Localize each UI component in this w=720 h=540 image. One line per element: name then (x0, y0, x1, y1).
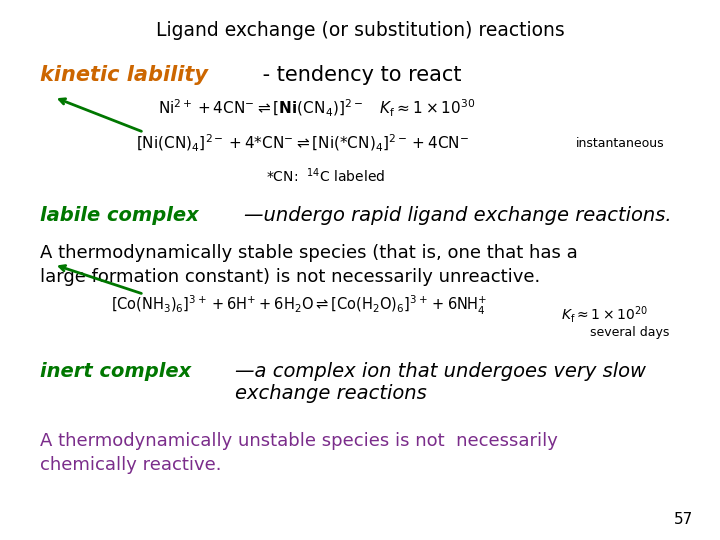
Text: instantaneous: instantaneous (576, 137, 665, 150)
Text: 57: 57 (673, 511, 693, 526)
Text: - tendency to react: - tendency to react (256, 65, 462, 85)
Text: $K_\mathrm{f} \approx 1 \times 10^{20}$: $K_\mathrm{f} \approx 1 \times 10^{20}$ (561, 304, 649, 325)
Text: A thermodynamically unstable species is not  necessarily
chemically reactive.: A thermodynamically unstable species is … (40, 432, 557, 474)
Text: —a complex ion that undergoes very slow
exchange reactions: —a complex ion that undergoes very slow … (235, 362, 646, 403)
Text: —undergo rapid ligand exchange reactions.: —undergo rapid ligand exchange reactions… (244, 206, 672, 225)
Text: $[\mathrm{Ni}(\mathrm{CN})_4]^{2-} + 4\mathrm{*CN}^{-} \rightleftharpoons [\math: $[\mathrm{Ni}(\mathrm{CN})_4]^{2-} + 4\m… (136, 132, 469, 154)
Text: *CN:  ${}^{14}$C labeled: *CN: ${}^{14}$C labeled (266, 166, 385, 185)
Text: labile complex: labile complex (40, 206, 198, 225)
Text: A thermodynamically stable species (that is, one that has a
large formation cons: A thermodynamically stable species (that… (40, 244, 577, 286)
Text: Ligand exchange (or substitution) reactions: Ligand exchange (or substitution) reacti… (156, 21, 564, 39)
Text: $[\mathrm{Co}(\mathrm{NH}_3)_6]^{3+} + 6\mathrm{H}^{+} + 6\mathrm{H}_2\mathrm{O}: $[\mathrm{Co}(\mathrm{NH}_3)_6]^{3+} + 6… (111, 294, 487, 316)
Text: $\mathrm{Ni}^{2+} + 4\mathrm{CN}^{-} \rightleftharpoons [\mathbf{Ni}(\mathrm{CN}: $\mathrm{Ni}^{2+} + 4\mathrm{CN}^{-} \ri… (158, 97, 475, 119)
Text: several days: several days (590, 326, 670, 339)
Text: kinetic lability: kinetic lability (40, 65, 207, 85)
Text: inert complex: inert complex (40, 362, 191, 381)
